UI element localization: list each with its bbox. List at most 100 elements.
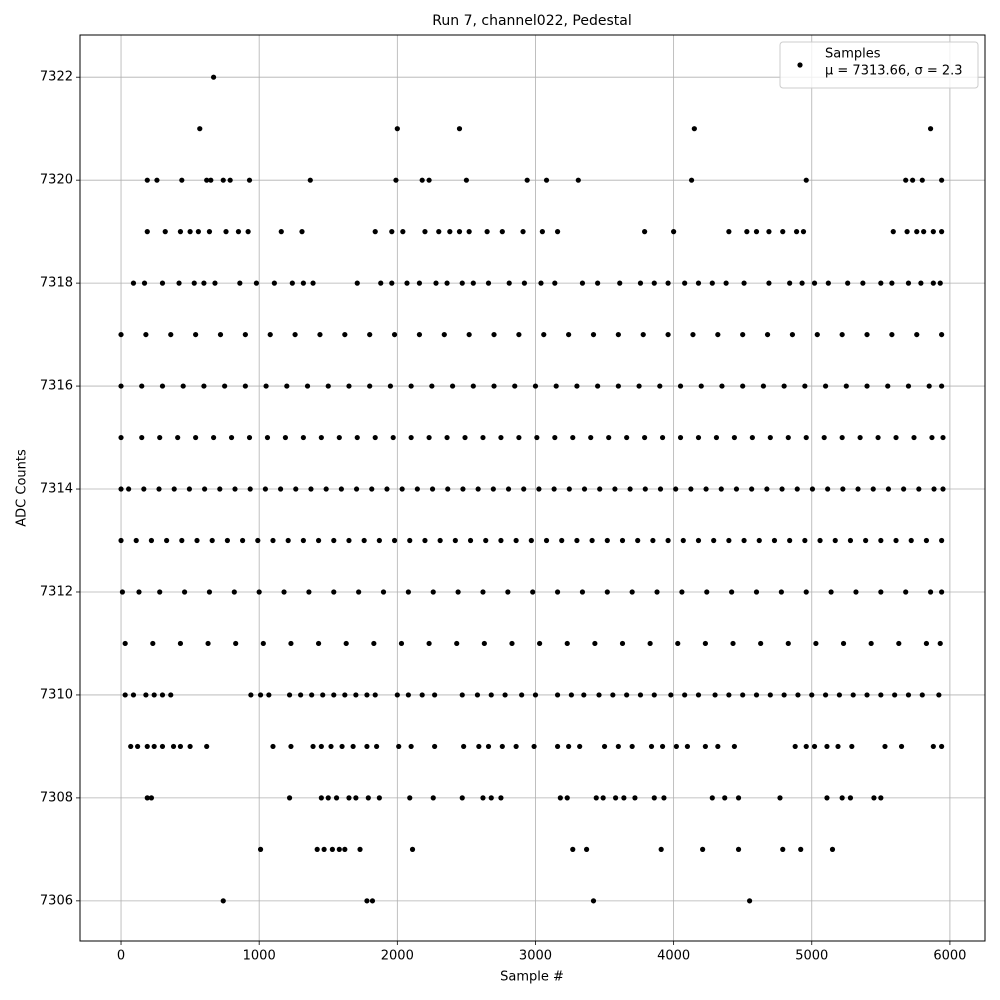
point bbox=[612, 486, 618, 492]
point bbox=[583, 846, 590, 852]
point bbox=[803, 589, 809, 595]
point bbox=[260, 640, 266, 647]
point bbox=[700, 846, 706, 852]
point bbox=[220, 177, 226, 183]
point bbox=[673, 743, 679, 750]
point bbox=[231, 589, 237, 595]
point bbox=[307, 177, 313, 183]
point bbox=[159, 280, 166, 286]
point bbox=[277, 486, 284, 492]
point bbox=[329, 846, 335, 852]
point bbox=[579, 280, 586, 286]
point bbox=[455, 589, 461, 595]
point bbox=[803, 743, 809, 750]
point bbox=[821, 434, 827, 441]
point bbox=[298, 692, 304, 698]
point bbox=[632, 795, 638, 801]
point bbox=[409, 846, 416, 852]
point bbox=[903, 589, 909, 595]
point bbox=[575, 177, 581, 183]
point bbox=[293, 486, 299, 492]
point bbox=[832, 537, 838, 544]
point bbox=[581, 692, 587, 698]
point bbox=[516, 434, 522, 441]
point bbox=[187, 229, 193, 235]
point bbox=[263, 383, 269, 389]
point bbox=[462, 434, 468, 441]
point bbox=[530, 589, 536, 595]
point bbox=[467, 537, 474, 544]
point bbox=[766, 280, 772, 286]
point bbox=[235, 229, 242, 235]
legend-box bbox=[779, 41, 979, 89]
point bbox=[168, 692, 174, 698]
point bbox=[148, 537, 155, 544]
point bbox=[703, 486, 709, 492]
point bbox=[627, 486, 633, 492]
point bbox=[400, 229, 406, 235]
point bbox=[744, 229, 750, 235]
point bbox=[910, 177, 916, 183]
point bbox=[767, 434, 773, 441]
point bbox=[342, 692, 348, 698]
point bbox=[635, 537, 641, 544]
point bbox=[255, 537, 261, 544]
point bbox=[119, 589, 126, 595]
point bbox=[843, 383, 849, 389]
point bbox=[315, 537, 322, 544]
point bbox=[170, 743, 177, 750]
point bbox=[901, 486, 907, 492]
point bbox=[753, 692, 760, 698]
point bbox=[825, 280, 831, 286]
point bbox=[621, 795, 627, 801]
point bbox=[194, 537, 200, 544]
point bbox=[284, 383, 290, 389]
point bbox=[657, 383, 663, 389]
point bbox=[695, 692, 702, 698]
point bbox=[429, 383, 435, 389]
point bbox=[270, 743, 276, 750]
point bbox=[210, 434, 217, 441]
point bbox=[878, 795, 884, 801]
point bbox=[209, 537, 215, 544]
point bbox=[712, 692, 718, 698]
point bbox=[704, 589, 710, 595]
point bbox=[128, 743, 134, 750]
point bbox=[338, 486, 344, 492]
point bbox=[554, 229, 561, 235]
point bbox=[233, 640, 239, 647]
point bbox=[695, 280, 702, 286]
point bbox=[505, 589, 511, 595]
point bbox=[617, 280, 623, 286]
point bbox=[753, 589, 760, 595]
point bbox=[918, 280, 924, 286]
point bbox=[870, 486, 876, 492]
point bbox=[357, 846, 363, 852]
point bbox=[553, 383, 559, 389]
point bbox=[711, 537, 717, 544]
point bbox=[248, 692, 254, 698]
point bbox=[237, 280, 243, 286]
point bbox=[151, 743, 157, 750]
point bbox=[914, 331, 920, 338]
point bbox=[282, 434, 289, 441]
point bbox=[336, 846, 342, 852]
point bbox=[531, 743, 537, 750]
point bbox=[232, 486, 238, 492]
point bbox=[595, 280, 601, 286]
point bbox=[130, 280, 137, 286]
point bbox=[408, 434, 414, 441]
point bbox=[731, 434, 738, 441]
point bbox=[552, 280, 558, 286]
point bbox=[331, 589, 337, 595]
point bbox=[204, 177, 210, 183]
point bbox=[513, 537, 519, 544]
point bbox=[317, 331, 323, 338]
point bbox=[520, 229, 526, 235]
point bbox=[177, 640, 184, 647]
point bbox=[430, 589, 436, 595]
point bbox=[600, 795, 606, 801]
point bbox=[568, 692, 574, 698]
point bbox=[675, 640, 681, 647]
point bbox=[741, 280, 747, 286]
